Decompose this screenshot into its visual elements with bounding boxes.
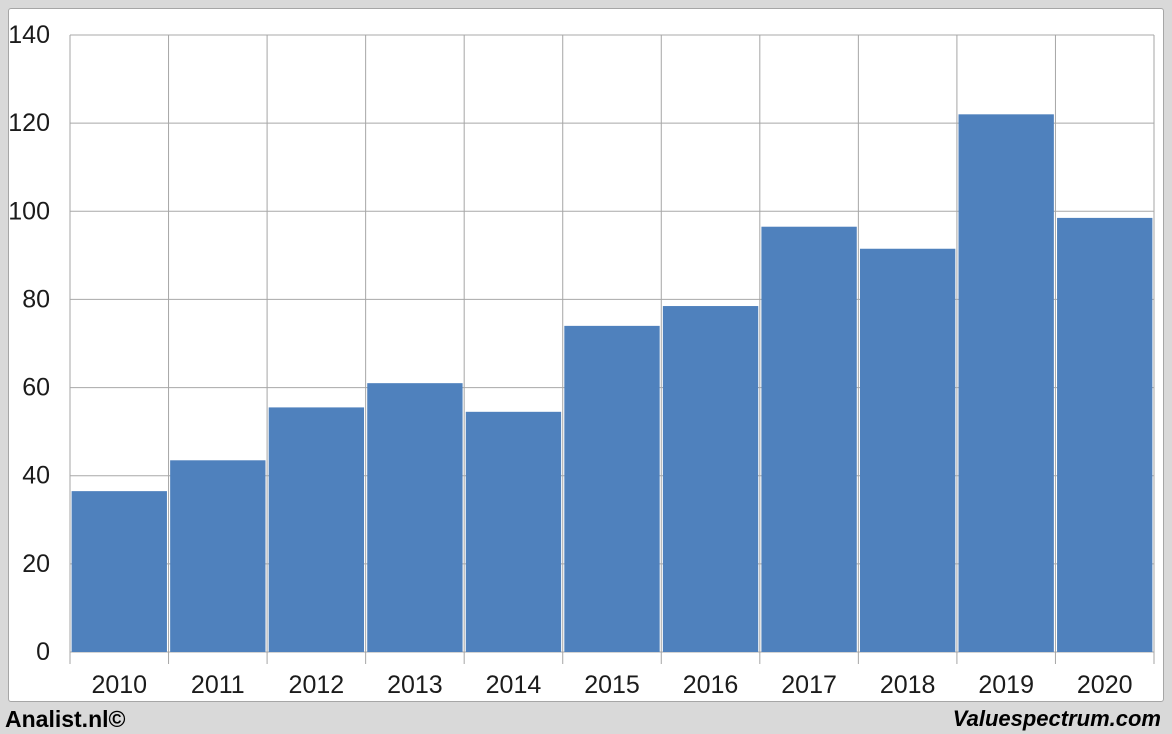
svg-text:2013: 2013 — [387, 671, 443, 695]
svg-text:140: 140 — [9, 21, 50, 49]
svg-text:2011: 2011 — [191, 671, 245, 695]
svg-text:20: 20 — [22, 550, 50, 578]
svg-text:2015: 2015 — [584, 671, 640, 695]
svg-text:2012: 2012 — [289, 671, 345, 695]
svg-text:2018: 2018 — [880, 671, 936, 695]
svg-text:2016: 2016 — [683, 671, 739, 695]
svg-text:60: 60 — [22, 374, 50, 402]
svg-text:2010: 2010 — [91, 671, 147, 695]
svg-text:40: 40 — [22, 462, 50, 490]
svg-text:2020: 2020 — [1077, 671, 1133, 695]
svg-text:100: 100 — [9, 197, 50, 225]
svg-text:2017: 2017 — [781, 671, 837, 695]
svg-text:80: 80 — [22, 285, 50, 313]
svg-text:0: 0 — [36, 638, 50, 666]
svg-text:2014: 2014 — [486, 671, 542, 695]
svg-text:120: 120 — [9, 109, 50, 137]
svg-text:2019: 2019 — [978, 671, 1034, 695]
